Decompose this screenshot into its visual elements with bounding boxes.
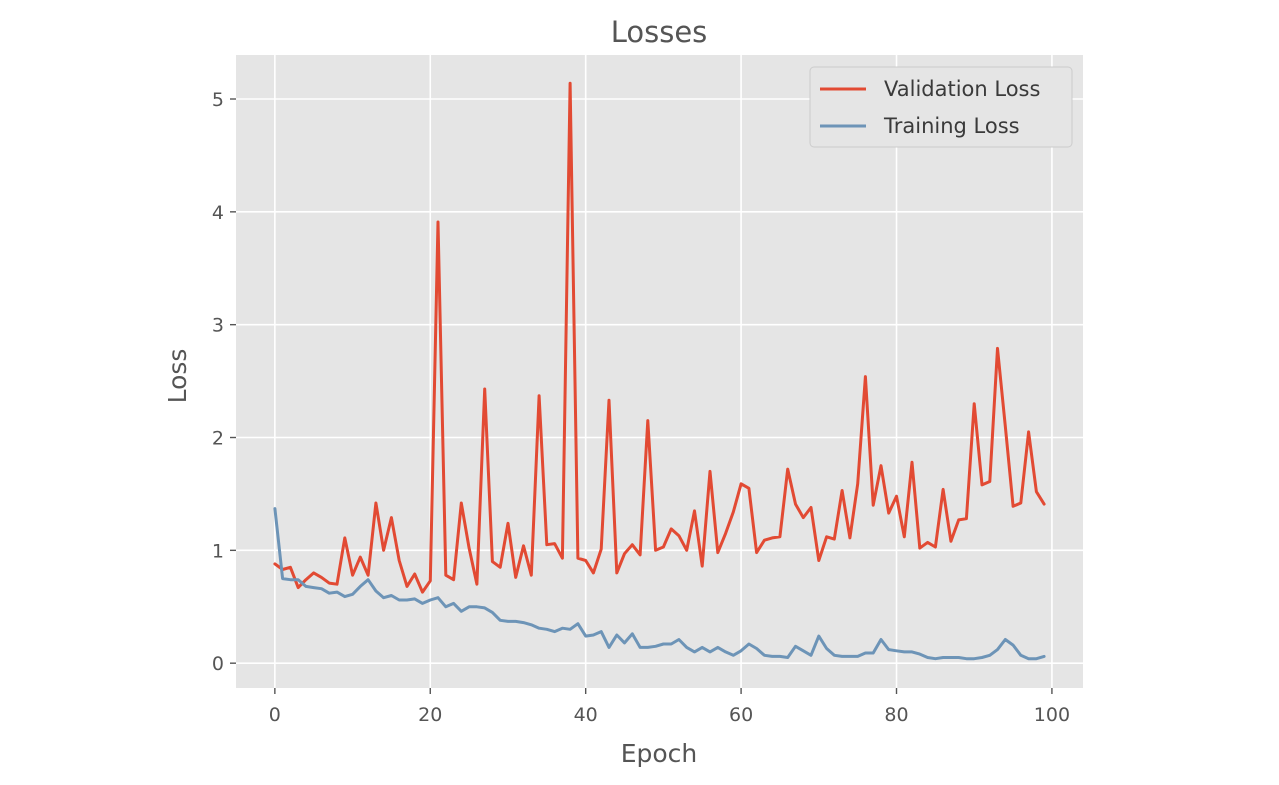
x-tick-label: 100 — [1034, 704, 1070, 726]
training-loss-line — [273, 507, 1046, 661]
x-tick-label: 20 — [418, 704, 442, 726]
x-tick-label: 60 — [729, 704, 753, 726]
y-axis-title: Loss — [163, 349, 192, 404]
y-tick-label: 2 — [212, 428, 224, 450]
legend-box — [809, 66, 1073, 148]
x-tick-label: 80 — [884, 704, 908, 726]
x-axis-ticks: 0 20 40 60 80 100 — [269, 688, 1070, 726]
grid-lines — [236, 55, 1083, 688]
y-tick-label: 5 — [212, 89, 224, 111]
y-axis-ticks: 0 1 2 3 4 5 — [212, 89, 236, 675]
x-tick-label: 0 — [269, 704, 281, 726]
legend-label-training: Training Loss — [883, 114, 1020, 138]
legend: Validation Loss Training Loss — [809, 66, 1073, 148]
y-tick-label: 0 — [212, 653, 224, 675]
validation-loss-line — [273, 81, 1046, 594]
y-tick-label: 1 — [212, 540, 224, 562]
series-layer — [273, 81, 1046, 661]
x-tick-label: 40 — [574, 704, 598, 726]
plot-background — [236, 55, 1083, 688]
y-tick-label: 4 — [212, 202, 224, 224]
legend-label-validation: Validation Loss — [884, 77, 1040, 101]
chart-title: Losses — [611, 15, 708, 49]
x-axis-title: Epoch — [621, 739, 698, 768]
y-tick-label: 3 — [212, 315, 224, 337]
